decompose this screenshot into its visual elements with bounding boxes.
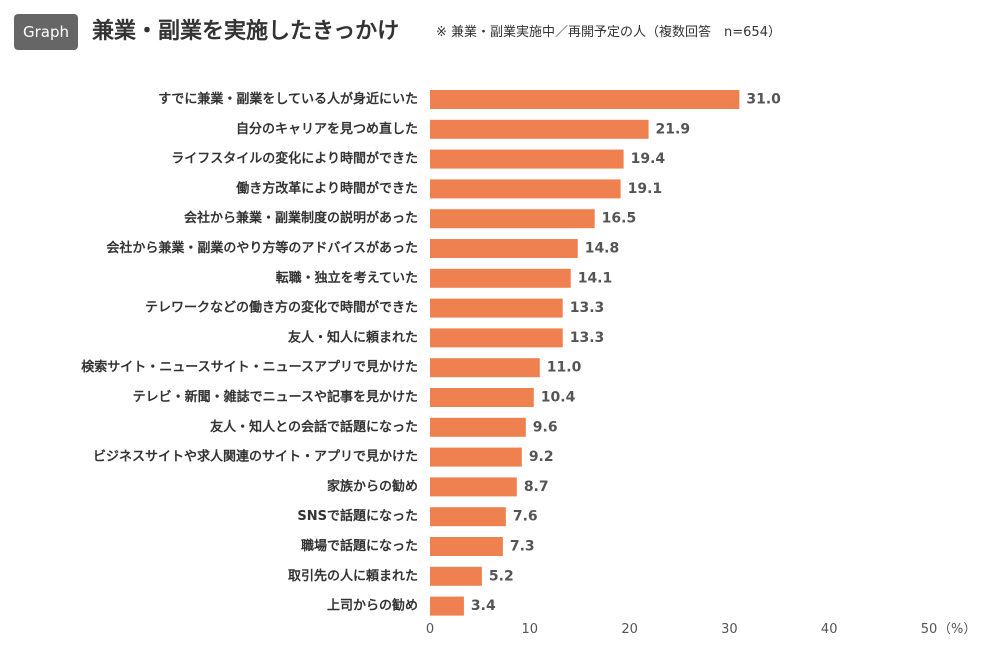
value-label: 3.4: [471, 598, 496, 614]
bars-group: すでに兼業・副業をしている人が身近にいた 31.0 自分のキャリアを見つめ直した 21…: [81, 90, 781, 616]
category-label: SNSで話題になった: [297, 508, 418, 524]
category-label: すでに兼業・副業をしている人が身近にいた: [158, 91, 418, 107]
category-label: 自分のキャリアを見つめ直した: [236, 121, 418, 137]
bar: [430, 388, 534, 407]
value-label: 7.3: [510, 539, 535, 555]
bar: [430, 507, 506, 527]
x-tick-label: 10: [522, 622, 539, 637]
x-tick-label: 0: [426, 622, 434, 637]
category-label: 職場で話題になった: [301, 538, 418, 554]
bar: [430, 298, 563, 318]
value-label: 8.7: [524, 479, 549, 495]
category-label: 友人・知人との会話で話題になった: [210, 419, 418, 435]
category-label: 検索サイト・ニュースサイト・ニュースアプリで見かけた: [81, 359, 418, 375]
category-label: テレワークなどの働き方の変化で時間ができた: [145, 300, 418, 316]
bar: [430, 268, 571, 288]
chart-title: 兼業・副業を実施したきっかけ: [92, 19, 400, 44]
x-tick-label: 50: [921, 622, 938, 637]
bar: [430, 596, 464, 616]
x-axis-unit: （%）: [938, 622, 976, 637]
bar: [430, 90, 740, 109]
category-label: 家族からの勧め: [327, 478, 418, 494]
category-label: 取引先の人に頼まれた: [288, 568, 418, 584]
category-label: テレビ・新聞・雑誌でニュースや記事を見かけた: [133, 389, 418, 405]
value-label: 21.9: [656, 121, 691, 137]
category-label: ライフスタイルの変化により時間ができた: [171, 151, 418, 167]
chart-note: ※ 兼業・副業実施中／再開予定の人（複数回答 n=654）: [436, 25, 781, 40]
bar: [430, 417, 526, 437]
bar: [430, 447, 522, 467]
bar: [430, 209, 595, 229]
graph-badge: Graph: [14, 14, 78, 50]
bar: [430, 477, 517, 497]
bar: [430, 239, 578, 258]
bar: [430, 358, 540, 378]
bar: [430, 566, 482, 586]
value-label: 31.0: [746, 92, 781, 108]
value-label: 11.0: [547, 360, 582, 376]
value-label: 19.1: [628, 181, 663, 197]
value-label: 10.4: [541, 390, 576, 406]
value-label: 9.6: [533, 419, 558, 435]
category-label: ビジネスサイトや求人関連のサイト・アプリで見かけた: [93, 449, 418, 465]
bar: [430, 119, 649, 139]
x-tick-label: 20: [621, 622, 638, 637]
value-label: 14.1: [578, 270, 613, 286]
value-label: 14.8: [585, 241, 620, 257]
bar: [430, 537, 503, 556]
category-label: 働き方改革により時間ができた: [235, 180, 418, 196]
value-label: 9.2: [529, 449, 554, 465]
bar: [430, 179, 621, 199]
value-label: 16.5: [602, 211, 637, 227]
x-tick-label: 40: [821, 622, 838, 637]
bar: [430, 328, 563, 348]
category-label: 上司からの勧め: [327, 598, 418, 614]
x-axis: 0 10 20 30 40 50 （%）: [426, 622, 977, 637]
category-label: 転職・独立を考えていた: [276, 270, 418, 286]
category-label: 会社から兼業・副業のやり方等のアドバイスがあった: [106, 240, 418, 256]
category-label: 会社から兼業・副業制度の説明があった: [184, 210, 418, 226]
value-label: 5.2: [489, 568, 514, 584]
bar: [430, 149, 624, 169]
value-label: 13.3: [570, 300, 605, 316]
value-label: 19.4: [631, 151, 666, 167]
x-tick-label: 30: [721, 622, 738, 637]
value-label: 13.3: [570, 330, 605, 346]
value-label: 7.6: [513, 509, 538, 525]
category-label: 友人・知人に頼まれた: [288, 329, 418, 345]
